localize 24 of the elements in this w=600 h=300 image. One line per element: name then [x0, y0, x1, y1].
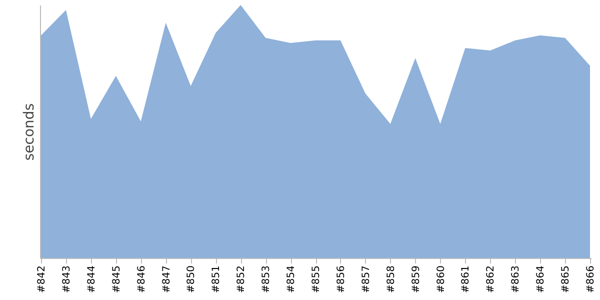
x-tick-label: #859	[410, 266, 422, 293]
x-tick-label: #857	[360, 266, 372, 293]
x-tick-label: #858	[386, 266, 397, 293]
x-tick-label: #851	[211, 266, 222, 293]
x-tick-label: #855	[311, 266, 322, 293]
x-tick-label: #860	[436, 266, 447, 293]
x-tick-label: #850	[186, 266, 198, 293]
x-tick-label: #842	[36, 266, 48, 293]
x-tick-label: #856	[336, 266, 347, 293]
x-tick-label: #863	[510, 266, 522, 293]
x-tick-label: #865	[560, 266, 572, 293]
x-tick-label: #845	[111, 266, 122, 293]
x-tick-label: #854	[286, 266, 298, 293]
x-tick-label: #862	[486, 266, 497, 293]
x-tick-label: #861	[460, 266, 472, 293]
x-tick-label: #853	[261, 266, 272, 293]
x-tick-label: #844	[86, 266, 98, 293]
x-tick-label: #866	[586, 266, 596, 293]
y-axis-title: seconds	[22, 103, 38, 161]
x-tick-label: #847	[161, 266, 172, 293]
x-tick-label: #843	[61, 266, 72, 293]
x-tick-label: #852	[236, 266, 248, 293]
x-tick-label: #846	[136, 266, 148, 293]
x-tick-label: #864	[536, 266, 547, 293]
